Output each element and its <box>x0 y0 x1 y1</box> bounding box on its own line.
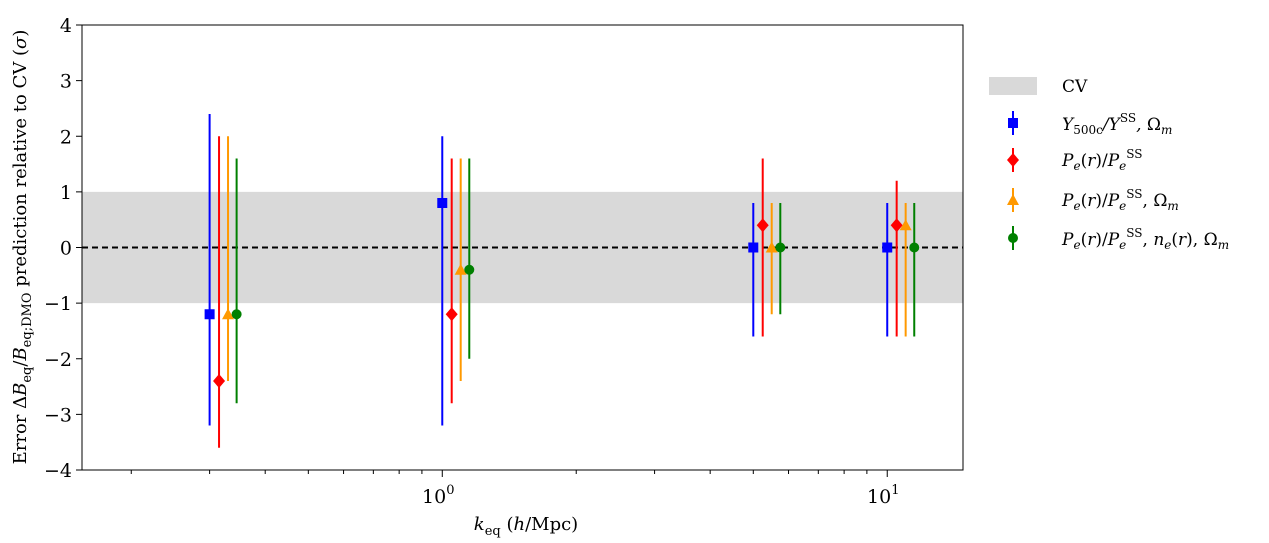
legend-label-series-2: Pe(r)/PeSS <box>1061 147 1143 173</box>
legend-entry-series-2: Pe(r)/PeSS <box>1007 147 1143 173</box>
marker-series-4-point-2 <box>464 264 475 275</box>
y-tick-label-5: 0 <box>60 238 72 260</box>
marker-series-1-point-2 <box>437 198 448 208</box>
marker-series-3-point-4 <box>899 219 912 231</box>
marker-series-2-point-2 <box>445 307 458 322</box>
marker-series-2-point-3 <box>756 218 769 233</box>
plot-area <box>82 114 963 448</box>
x-axis-label: keq (h/Mpc) <box>474 514 578 539</box>
y-axis-label: Error ΔBeq/Beq;DMO prediction relative t… <box>10 30 35 465</box>
y-tick-label-7: −2 <box>44 349 72 371</box>
legend-marker-square <box>1008 118 1018 128</box>
legend-label-series-3: Pe(r)/PeSS, Ωm <box>1061 187 1179 213</box>
legend-entry-series-4: Pe(r)/PeSS, ne(r), Ωm <box>1008 226 1229 252</box>
legend: CV Y500c/YSS, Ωm Pe(r)/PeSS Pe(r)/PeSS, … <box>989 77 1229 252</box>
y-tick-label-6: −1 <box>44 293 72 315</box>
y-tick-label-8: −3 <box>44 404 72 426</box>
legend-label-series-4: Pe(r)/PeSS, ne(r), Ωm <box>1061 226 1229 252</box>
y-tick-label-3: 2 <box>60 126 72 148</box>
marker-series-4-point-4 <box>909 242 920 253</box>
marker-series-2-point-4 <box>890 218 903 233</box>
legend-entry-series-3: Pe(r)/PeSS, Ωm <box>1007 187 1179 213</box>
legend-swatch-cv <box>989 77 1037 95</box>
marker-series-1-point-1 <box>204 309 215 320</box>
legend-entry-series-1: Y500c/YSS, Ωm <box>1008 111 1172 137</box>
x-tick-label-2: 101 <box>867 483 899 508</box>
marker-series-1-point-3 <box>748 242 759 253</box>
y-tick-label-2: 3 <box>60 71 72 93</box>
axes: 4 3 2 1 0 −1 −2 −3 −4 100 101 <box>44 15 964 508</box>
legend-marker-triangle <box>1007 194 1019 205</box>
legend-label-series-1: Y500c/YSS, Ωm <box>1062 111 1172 137</box>
marker-series-4-point-1 <box>231 309 242 320</box>
y-tick-label-1: 4 <box>60 15 72 37</box>
y-tick-label-4: 1 <box>60 182 72 204</box>
marker-series-1-point-4 <box>882 242 893 253</box>
x-tick-label-1: 100 <box>422 483 454 508</box>
marker-series-4-point-3 <box>775 242 786 253</box>
legend-label-cv: CV <box>1062 77 1088 97</box>
marker-series-2-point-1 <box>213 374 226 388</box>
marker-series-3-point-1 <box>222 308 235 320</box>
marker-series-3-point-2 <box>454 263 467 275</box>
y-tick-label-9: −4 <box>44 460 72 482</box>
marker-series-3-point-3 <box>765 241 778 253</box>
legend-marker-diamond <box>1007 153 1019 167</box>
legend-marker-circle <box>1008 233 1018 243</box>
